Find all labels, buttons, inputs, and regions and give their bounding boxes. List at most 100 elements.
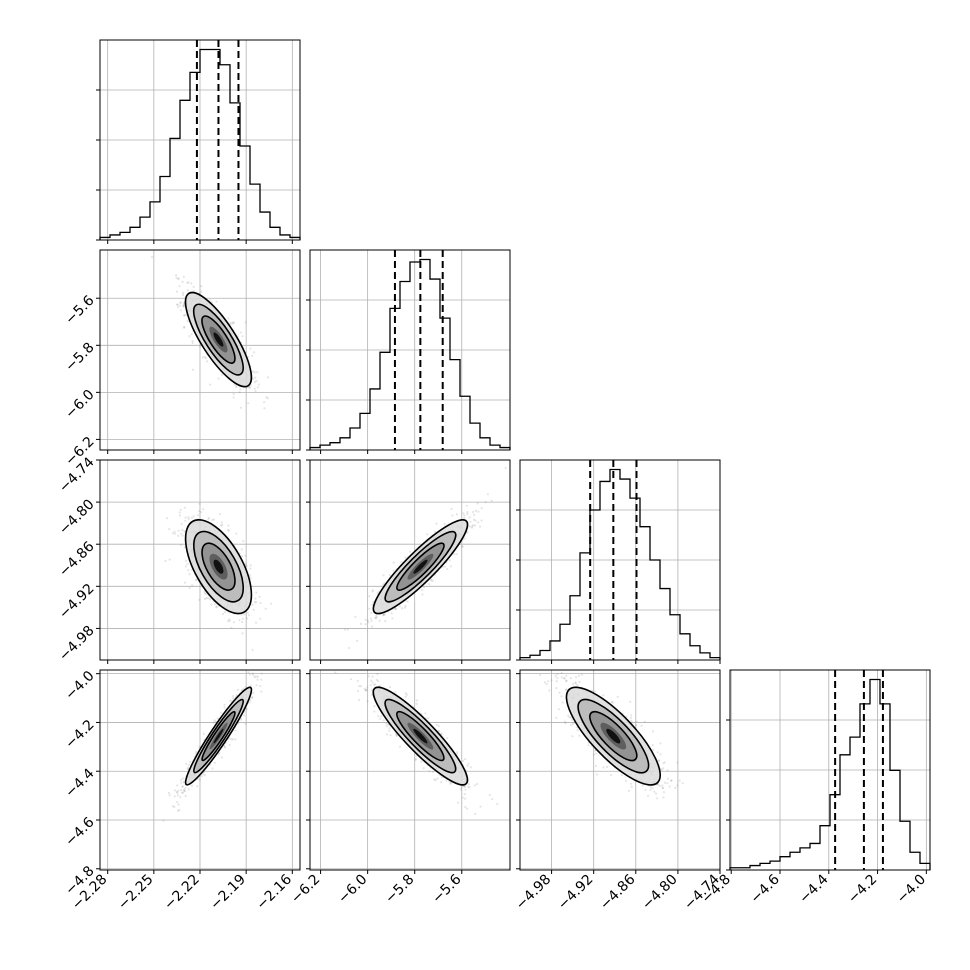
scatter-point bbox=[182, 291, 185, 294]
scatter-point bbox=[191, 341, 194, 344]
scatter-point bbox=[467, 785, 470, 788]
panel-frame bbox=[309, 459, 511, 661]
scatter-point bbox=[229, 321, 232, 324]
scatter-point bbox=[229, 699, 232, 702]
y-tick-label: −4.80 bbox=[56, 496, 98, 538]
scatter-point bbox=[255, 675, 258, 678]
scatter-point bbox=[371, 681, 374, 684]
scatter-point bbox=[191, 368, 195, 371]
scatter-point bbox=[382, 719, 385, 722]
scatter-point bbox=[490, 499, 493, 502]
scatter-point bbox=[347, 665, 349, 667]
scatter-point bbox=[174, 532, 177, 535]
scatter-point bbox=[176, 277, 179, 280]
scatter-point bbox=[240, 548, 243, 551]
scatter-point bbox=[197, 510, 201, 513]
scatter-point bbox=[430, 578, 433, 581]
scatter-point bbox=[231, 738, 234, 741]
scatter-point bbox=[251, 696, 254, 699]
scatter-point bbox=[374, 617, 377, 620]
scatter-point bbox=[468, 525, 471, 528]
scatter-point bbox=[168, 528, 171, 531]
scatter-point bbox=[195, 578, 198, 581]
scatter-point bbox=[348, 646, 351, 650]
scatter-point bbox=[198, 598, 201, 602]
scatter-point bbox=[375, 678, 378, 682]
scatter-point bbox=[443, 523, 446, 526]
scatter-point bbox=[592, 753, 595, 756]
scatter-point bbox=[182, 781, 185, 784]
scatter-point bbox=[190, 784, 194, 787]
scatter-point bbox=[369, 617, 372, 620]
scatter-point bbox=[463, 514, 466, 517]
scatter-point bbox=[416, 699, 419, 702]
scatter-point bbox=[240, 555, 244, 558]
scatter-point bbox=[251, 603, 254, 606]
scatter-point bbox=[252, 691, 255, 694]
scatter-point bbox=[265, 396, 268, 399]
scatter-point bbox=[253, 676, 256, 679]
scatter-point bbox=[208, 299, 212, 302]
contour-line bbox=[193, 530, 245, 603]
contour-line bbox=[192, 303, 244, 376]
scatter-point bbox=[461, 759, 464, 763]
scatter-point bbox=[466, 510, 469, 514]
scatter-point bbox=[451, 514, 454, 517]
scatter-point bbox=[662, 762, 665, 765]
scatter-point bbox=[463, 785, 466, 788]
scatter-point bbox=[215, 606, 218, 609]
scatter-point bbox=[204, 597, 207, 601]
scatter-point bbox=[346, 628, 349, 631]
scatter-point bbox=[371, 589, 374, 592]
scatter-point bbox=[239, 331, 243, 334]
scatter-point bbox=[234, 738, 237, 741]
y-tick-label: −4.98 bbox=[56, 623, 98, 665]
scatter-point bbox=[371, 603, 374, 606]
scatter-point bbox=[251, 377, 254, 380]
scatter-point bbox=[213, 719, 216, 722]
scatter-point bbox=[181, 534, 184, 537]
scatter-point bbox=[382, 614, 385, 617]
scatter-point bbox=[209, 383, 212, 386]
scatter-point bbox=[462, 512, 465, 515]
x-tick-label: −2.25 bbox=[115, 872, 157, 914]
scatter-point bbox=[248, 385, 251, 389]
scatter-point bbox=[213, 603, 216, 606]
scatter-point bbox=[565, 679, 568, 682]
panel-content bbox=[150, 255, 270, 410]
panel-frame bbox=[99, 249, 301, 451]
scatter-point bbox=[254, 390, 257, 393]
scatter-point bbox=[670, 779, 673, 782]
scatter-point bbox=[187, 763, 191, 767]
scatter-point bbox=[357, 698, 361, 702]
scatter-point bbox=[403, 606, 406, 609]
scatter-point bbox=[370, 611, 373, 615]
scatter-point bbox=[212, 518, 215, 521]
scatter-point bbox=[238, 391, 241, 394]
scatter-point bbox=[379, 717, 382, 720]
scatter-point bbox=[177, 529, 180, 532]
scatter-point bbox=[427, 717, 430, 720]
scatter-point bbox=[459, 788, 462, 791]
panel-frame bbox=[309, 669, 511, 871]
scatter-point bbox=[183, 326, 186, 329]
scatter-point bbox=[364, 689, 367, 692]
scatter-point bbox=[398, 605, 401, 608]
scatter-point bbox=[359, 622, 363, 626]
scatter-point bbox=[210, 603, 213, 606]
scatter-point bbox=[657, 783, 660, 786]
scatter-point bbox=[185, 762, 188, 765]
scatter-point bbox=[176, 809, 180, 812]
scatter-point bbox=[192, 515, 195, 518]
scatter-point bbox=[178, 809, 181, 812]
scatter-point bbox=[178, 285, 181, 288]
scatter-point bbox=[350, 667, 352, 669]
scatter-point bbox=[443, 565, 447, 568]
scatter-point bbox=[253, 601, 257, 604]
scatter-point bbox=[422, 586, 425, 589]
scatter-point bbox=[230, 738, 233, 741]
scatter-point bbox=[428, 770, 431, 773]
scatter-point bbox=[220, 711, 223, 714]
scatter-point bbox=[183, 314, 186, 317]
scatter-point bbox=[376, 672, 379, 676]
